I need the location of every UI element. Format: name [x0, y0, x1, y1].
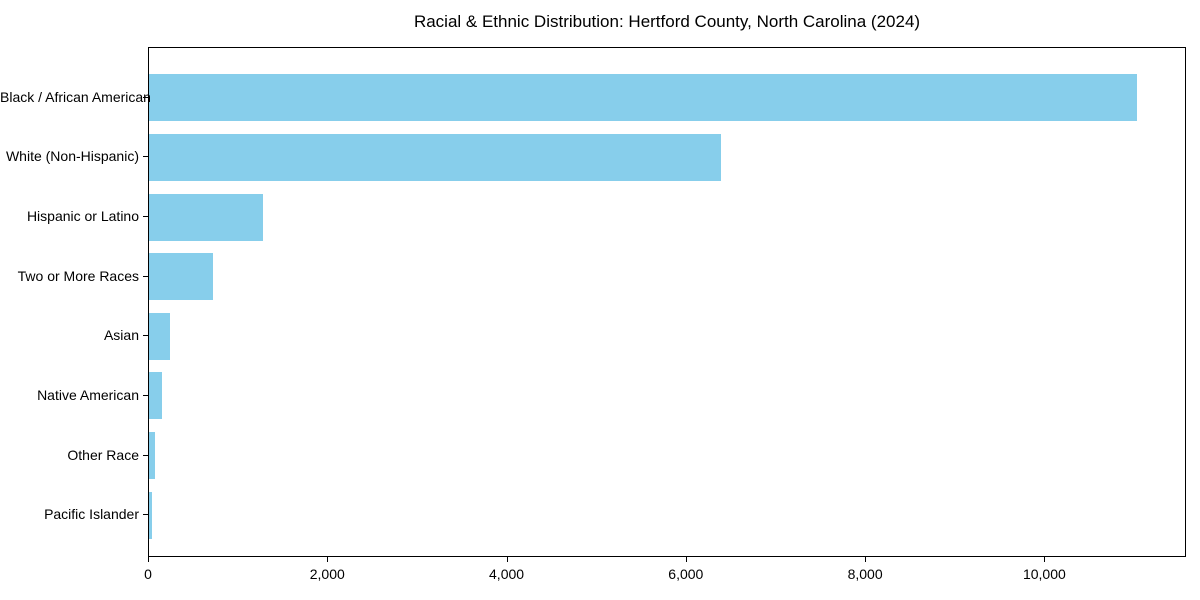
x-tick-mark — [1044, 557, 1046, 562]
x-tick-label: 10,000 — [1022, 566, 1066, 582]
bar — [149, 432, 155, 480]
y-axis-label: White (Non-Hispanic) — [5, 148, 139, 165]
x-tick-mark — [148, 557, 149, 562]
y-tick-mark — [143, 96, 148, 98]
y-tick-mark — [143, 454, 148, 456]
y-tick-mark — [143, 394, 148, 396]
y-axis-label: Native American — [37, 386, 139, 403]
x-tick-label: 6,000 — [668, 566, 704, 582]
y-axis-label: Black / African American — [0, 88, 151, 105]
y-tick-mark — [143, 514, 148, 516]
bar — [149, 491, 152, 539]
y-tick-mark — [143, 156, 148, 158]
y-axis-label: Pacific Islander — [44, 506, 139, 523]
chart-title: Racial & Ethnic Distribution: Hertford C… — [413, 12, 921, 31]
y-axis-label: Two or More Races — [17, 267, 139, 284]
x-tick-label: 2,000 — [309, 566, 345, 582]
x-tick-mark — [685, 557, 687, 562]
x-tick-mark — [865, 557, 867, 562]
bar — [149, 193, 263, 241]
bar — [149, 312, 170, 360]
x-tick-mark — [327, 557, 329, 562]
y-axis-label: Hispanic or Latino — [26, 208, 139, 225]
x-tick-mark — [506, 557, 508, 562]
y-tick-mark — [143, 335, 148, 337]
x-tick-label: 0 — [144, 566, 152, 582]
y-axis-label: Asian — [103, 327, 139, 344]
y-tick-mark — [143, 275, 148, 277]
plot-area — [148, 47, 1186, 557]
bar — [149, 372, 163, 420]
bar — [149, 253, 213, 301]
x-tick-label: 4,000 — [489, 566, 525, 582]
y-axis-label: Other Race — [67, 446, 139, 463]
bar — [149, 133, 721, 181]
x-tick-label: 8,000 — [847, 566, 883, 582]
bar — [149, 74, 1137, 122]
y-tick-mark — [143, 216, 148, 218]
